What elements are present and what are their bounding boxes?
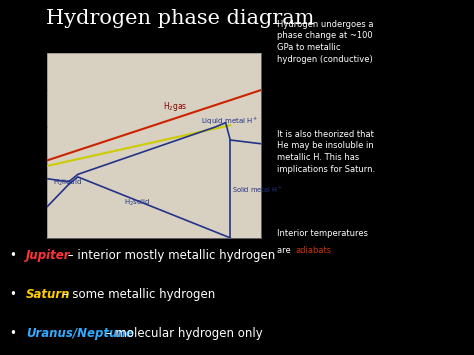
Text: It is also theorized that
He may be insoluble in
metallic H. This has
implicatio: It is also theorized that He may be inso… xyxy=(277,130,375,174)
Text: H$_2$liquid: H$_2$liquid xyxy=(54,178,82,187)
Text: H$_2$solid: H$_2$solid xyxy=(124,198,150,208)
Text: adiabats: adiabats xyxy=(295,246,331,255)
Text: Solid metal H$^+$: Solid metal H$^+$ xyxy=(232,185,283,195)
Text: •: • xyxy=(9,327,17,340)
Text: – some metallic hydrogen: – some metallic hydrogen xyxy=(59,288,215,301)
Text: •: • xyxy=(9,249,17,262)
Y-axis label: log(Temperature (K)): log(Temperature (K)) xyxy=(23,106,32,185)
Text: Hydrogen undergoes a
phase change at ~100
GPa to metallic
hydrogen (conductive): Hydrogen undergoes a phase change at ~10… xyxy=(277,20,374,64)
Text: Uranus/Neptune: Uranus/Neptune xyxy=(26,327,134,340)
Text: are: are xyxy=(277,246,294,255)
Text: Interior temperatures: Interior temperatures xyxy=(277,229,368,238)
Text: Jupiter: Jupiter xyxy=(26,249,71,262)
Text: H$_2$gas: H$_2$gas xyxy=(163,100,188,113)
Text: Saturn: Saturn xyxy=(26,288,71,301)
Text: – molecular hydrogen only: – molecular hydrogen only xyxy=(102,327,263,340)
Text: Hydrogen phase diagram: Hydrogen phase diagram xyxy=(46,9,314,28)
Text: •: • xyxy=(9,288,17,301)
X-axis label: log(Pressure (atm)): log(Pressure (atm)) xyxy=(117,257,191,266)
Text: Liquid metal H$^+$: Liquid metal H$^+$ xyxy=(201,116,259,127)
Text: – interior mostly metallic hydrogen: – interior mostly metallic hydrogen xyxy=(64,249,275,262)
